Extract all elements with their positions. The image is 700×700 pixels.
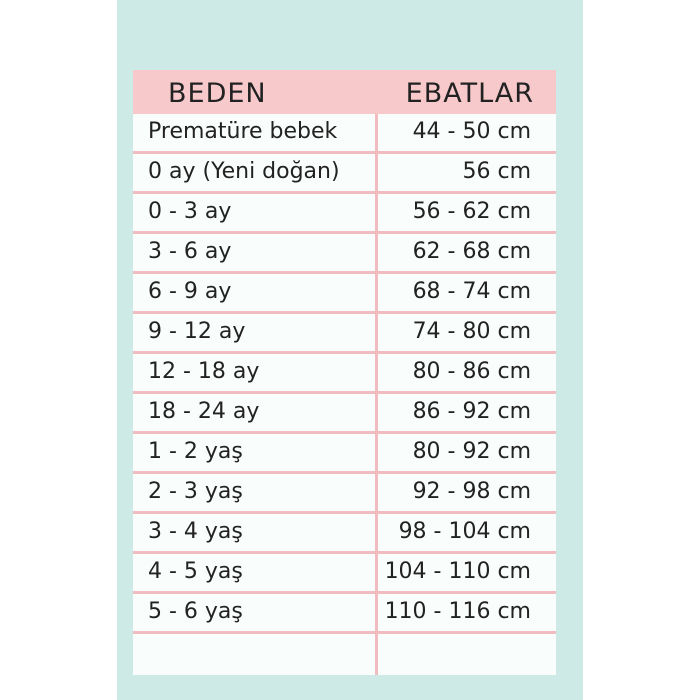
size-cell: 104 - 110 cm: [384, 559, 531, 584]
size-cell: 74 - 80 cm: [412, 319, 531, 344]
age-cell: 9 - 12 ay: [148, 319, 246, 344]
table-row: 3 - 6 ay 62 - 68 cm: [133, 234, 556, 274]
age-cell: 0 - 3 ay: [148, 199, 232, 224]
table-row: 3 - 4 yaş 98 - 104 cm: [133, 514, 556, 554]
size-cell: 86 - 92 cm: [412, 399, 531, 424]
table-row: 6 - 9 ay 68 - 74 cm: [133, 274, 556, 314]
age-cell: 4 - 5 yaş: [148, 559, 243, 584]
size-cell: 110 - 116 cm: [384, 599, 531, 624]
age-cell: 5 - 6 yaş: [148, 599, 243, 624]
size-cell: 98 - 104 cm: [398, 519, 531, 544]
size-cell: 62 - 68 cm: [412, 239, 531, 264]
header-cell: EBATLAR: [405, 78, 534, 109]
size-table: BEDEN EBATLAR Prematüre bebek 44 - 50 cm 0…: [133, 70, 556, 675]
table-row: 0 - 3 ay 56 - 62 cm: [133, 194, 556, 234]
size-cell: 92 - 98 cm: [412, 479, 531, 504]
table-row: 5 - 6 yaş 110 - 116 cm: [133, 594, 556, 634]
size-cell: 68 - 74 cm: [412, 279, 531, 304]
table-row: 2 - 3 yaş 92 - 98 cm: [133, 474, 556, 514]
size-cell: 44 - 50 cm: [412, 119, 531, 144]
table-row: Prematüre bebek 44 - 50 cm: [133, 114, 556, 154]
column-divider: [375, 114, 378, 675]
age-cell: 0 ay (Yeni doğan): [148, 159, 340, 184]
age-cell: 3 - 6 ay: [148, 239, 232, 264]
age-cell: 1 - 2 yaş: [148, 439, 243, 464]
age-cell: 3 - 4 yaş: [148, 519, 243, 544]
age-cell: Prematüre bebek: [148, 119, 338, 144]
table-header: BEDEN EBATLAR: [133, 70, 556, 114]
size-cell: 56 cm: [462, 159, 531, 184]
size-cell: 80 - 92 cm: [412, 439, 531, 464]
size-cell: 80 - 86 cm: [412, 359, 531, 384]
age-cell: 2 - 3 yaş: [148, 479, 243, 504]
age-cell: 12 - 18 ay: [148, 359, 260, 384]
table-row: 1 - 2 yaş 80 - 92 cm: [133, 434, 556, 474]
age-cell: 6 - 9 ay: [148, 279, 232, 304]
table-row: 18 - 24 ay 86 - 92 cm: [133, 394, 556, 434]
age-cell: 18 - 24 ay: [148, 399, 260, 424]
size-cell: 56 - 62 cm: [412, 199, 531, 224]
header-cell: BEDEN: [168, 78, 267, 109]
table-row: 12 - 18 ay 80 - 86 cm: [133, 354, 556, 394]
table-row: 9 - 12 ay 74 - 80 cm: [133, 314, 556, 354]
table-row: 0 ay (Yeni doğan) 56 cm: [133, 154, 556, 194]
table-row: 4 - 5 yaş 104 - 110 cm: [133, 554, 556, 594]
